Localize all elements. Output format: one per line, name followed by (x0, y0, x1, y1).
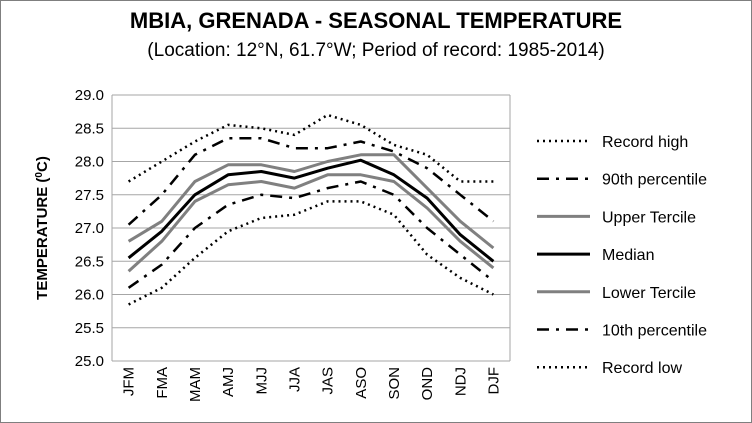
x-tick-label: JJA (286, 367, 303, 392)
y-tick-label: 27.5 (75, 187, 104, 204)
y-tick-label: 26.0 (75, 287, 104, 304)
x-tick-label: DJF (485, 367, 502, 395)
legend-label: Median (602, 247, 654, 264)
legend-label: Upper Tercile (602, 209, 696, 226)
chart-title: MBIA, GRENADA - SEASONAL TEMPERATURE (129, 8, 623, 33)
series-lines (127, 113, 495, 306)
legend: Record high 90th percentile Upper Tercile M… (537, 134, 707, 377)
x-tick-label: FMA (154, 367, 171, 399)
x-tick-label: SON (386, 367, 403, 400)
y-tick-label: 25.5 (75, 320, 104, 337)
y-tick-label: 26.5 (75, 253, 104, 270)
series-line-record-high (127, 113, 494, 183)
y-tick-label: 28.0 (75, 154, 104, 171)
x-tick-label: JFM (121, 367, 138, 396)
legend-label: 10th percentile (602, 323, 707, 340)
y-tick-label: 28.5 (75, 120, 104, 137)
y-axis-ticks: 25.0 25.5 26.0 26.5 27.0 27.5 28.0 28.5 29.0 (75, 87, 104, 370)
x-tick-label: MAM (187, 367, 204, 402)
legend-label: 90th percentile (602, 172, 707, 189)
x-tick-label: MJJ (253, 367, 270, 395)
x-tick-label: NDJ (452, 367, 469, 396)
x-tick-label: JAS (320, 367, 337, 395)
legend-label: Record high (602, 134, 688, 151)
series-line-median (127, 158, 495, 263)
series-line-lower-tercile (127, 173, 495, 273)
x-tick-label: ASO (353, 367, 370, 399)
y-tick-label: 25.0 (75, 353, 104, 370)
y-tick-label: 29.0 (75, 87, 104, 104)
series-line-10th-percentile (127, 180, 495, 289)
legend-label: Record low (602, 360, 682, 377)
grid-lines (111, 94, 511, 362)
series-line-upper-tercile (127, 153, 495, 250)
x-tick-label: OND (419, 367, 436, 401)
series-line-record-low (128, 200, 494, 306)
x-tick-label: AMJ (220, 367, 237, 397)
x-axis-ticks: JFM FMA MAM AMJ MJJ JJA JAS ASO SON OND NDJ DJF (121, 367, 503, 402)
chart-subtitle: (Location: 12°N, 61.7°W; Period of recor… (147, 40, 605, 61)
series-line-90th-percentile (127, 136, 495, 226)
legend-label: Lower Tercile (602, 285, 696, 302)
y-tick-label: 27.0 (75, 220, 104, 237)
y-axis-title: TEMPERATURE (0C) (34, 156, 52, 300)
